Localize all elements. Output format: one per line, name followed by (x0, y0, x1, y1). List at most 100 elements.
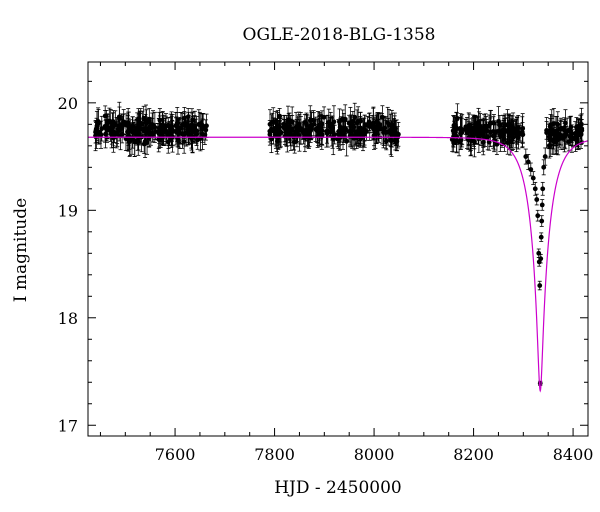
data-point (351, 135, 357, 141)
data-point (483, 123, 488, 129)
data-point (325, 128, 331, 134)
data-point (478, 130, 484, 135)
data-point (317, 126, 323, 131)
x-tick-label: 7800 (254, 445, 295, 464)
data-point (175, 137, 181, 143)
data-point (93, 126, 99, 132)
data-point (562, 133, 568, 139)
data-point (383, 138, 389, 144)
data-point (305, 128, 310, 134)
data-point (394, 132, 400, 138)
data-point (540, 186, 546, 192)
data-point (530, 175, 536, 181)
y-axis-label: I magnitude (11, 198, 31, 302)
data-point (112, 129, 117, 135)
data-point (271, 128, 277, 134)
data-layer (93, 101, 585, 386)
data-point (515, 125, 521, 131)
x-axis-label: HJD - 2450000 (274, 478, 402, 498)
data-point (501, 129, 507, 135)
data-point (376, 125, 382, 131)
data-point (346, 120, 352, 126)
data-point (574, 124, 579, 130)
data-point (494, 129, 500, 134)
data-point (110, 123, 115, 129)
data-point (328, 121, 334, 127)
data-point (163, 123, 169, 129)
data-point (525, 159, 531, 165)
data-point (277, 113, 283, 119)
data-point (490, 133, 496, 139)
data-point (192, 125, 197, 130)
data-point (534, 197, 540, 202)
data-point (274, 133, 280, 139)
data-point (105, 120, 111, 126)
data-point (197, 122, 203, 128)
data-point (126, 133, 131, 139)
data-point (538, 256, 544, 262)
data-point (537, 380, 543, 386)
ticks-layer: 7600 7800 8000 8200 8400 17 18 19 20 (58, 62, 593, 464)
data-point (458, 125, 463, 131)
data-point (523, 154, 529, 159)
data-point (546, 129, 552, 135)
data-point (141, 128, 147, 134)
data-point (199, 126, 205, 131)
data-point (166, 131, 172, 136)
data-point (152, 124, 158, 130)
data-point (513, 130, 519, 136)
data-point (168, 127, 174, 132)
data-point (181, 132, 187, 138)
data-point (204, 123, 209, 129)
data-point (185, 114, 191, 120)
data-point (390, 124, 395, 130)
data-point (541, 164, 547, 170)
data-point (296, 121, 302, 127)
data-point (95, 118, 101, 124)
data-point (284, 128, 290, 134)
data-point (352, 114, 358, 120)
data-point (138, 120, 144, 126)
data-point (267, 128, 273, 134)
data-point (342, 116, 348, 122)
data-point (539, 218, 545, 224)
data-point (528, 167, 534, 172)
data-point (144, 120, 149, 126)
data-point (153, 129, 158, 134)
data-point (497, 133, 503, 139)
data-point (487, 129, 493, 135)
data-point (177, 130, 183, 136)
data-point (291, 132, 297, 138)
data-point (365, 122, 370, 128)
data-point (484, 128, 490, 134)
data-point (451, 130, 457, 136)
x-tick-label: 7600 (155, 445, 196, 464)
data-point (506, 131, 512, 137)
data-point (277, 130, 283, 136)
data-point (332, 132, 338, 137)
data-point (491, 120, 497, 126)
y-tick-label: 19 (58, 201, 78, 220)
data-point (539, 202, 545, 208)
y-tick-label: 20 (58, 94, 78, 113)
data-point (542, 154, 548, 159)
data-point (506, 127, 512, 133)
data-point (537, 283, 543, 288)
data-point (472, 128, 478, 134)
data-point (130, 130, 136, 135)
data-point (535, 213, 541, 219)
y-tick-label: 17 (58, 416, 78, 435)
data-point (185, 128, 191, 134)
data-point (381, 128, 387, 134)
data-point (321, 114, 327, 120)
data-point (342, 128, 348, 134)
data-point (538, 234, 544, 240)
data-point (119, 126, 125, 131)
data-point (311, 117, 316, 123)
data-point (132, 138, 138, 144)
data-point (568, 124, 574, 130)
chart-title: OGLE-2018-BLG-1358 (243, 25, 436, 45)
data-point (141, 141, 147, 147)
data-point (157, 126, 163, 132)
